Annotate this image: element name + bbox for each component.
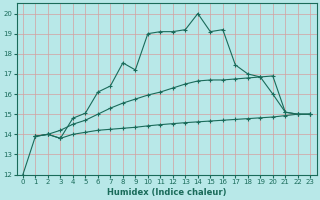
X-axis label: Humidex (Indice chaleur): Humidex (Indice chaleur)	[107, 188, 226, 197]
